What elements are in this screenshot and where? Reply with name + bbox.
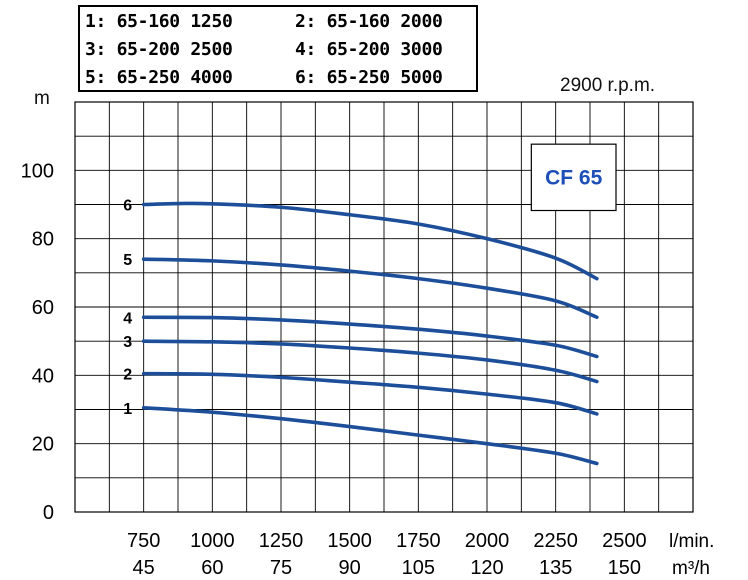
- y-tick-label: 60: [32, 297, 54, 319]
- x-tick-label-lmin: 750: [127, 530, 160, 552]
- legend-item-1: 1: 65-160 1250: [85, 11, 233, 32]
- x-tick-label-lmin: 2500: [602, 530, 647, 552]
- curve-label-2: 2: [123, 367, 132, 384]
- curve-label-4: 4: [123, 310, 132, 327]
- x-tick-label-m3h: 45: [133, 557, 155, 579]
- curve-2: [141, 371, 599, 416]
- legend-item-6: 6: 65-250 5000: [295, 67, 443, 88]
- x-tick-label-lmin: 2250: [533, 530, 578, 552]
- y-tick-label: 0: [43, 502, 54, 524]
- curve-5: [141, 257, 599, 320]
- legend-item-4: 4: 65-200 3000: [295, 39, 443, 60]
- x-tick-label-m3h: 90: [339, 557, 361, 579]
- x-tick-label-lmin: 1500: [327, 530, 372, 552]
- y-tick-label: 100: [21, 160, 54, 182]
- x-tick-label-lmin: 1000: [190, 530, 235, 552]
- model-box-frame: [530, 143, 617, 212]
- x-tick-label-m3h: 150: [608, 557, 641, 579]
- y-tick-label: 20: [32, 434, 54, 456]
- x-tick-label-lmin: 2000: [465, 530, 510, 552]
- speed-label: 2900 r.p.m.: [560, 75, 656, 96]
- y-tick-label: 80: [32, 229, 54, 251]
- legend-item-3: 3: 65-200 2500: [85, 39, 233, 60]
- x-unit-m3h: m³/h: [672, 558, 710, 579]
- curve-label-5: 5: [123, 252, 132, 269]
- x-tick-label-lmin: 1250: [259, 530, 304, 552]
- x-tick-label-lmin: 1750: [396, 530, 441, 552]
- curve-label-1: 1: [123, 401, 132, 418]
- curve-3: [141, 339, 599, 384]
- chart-curves: [141, 201, 599, 466]
- curve-4: [141, 315, 599, 359]
- curve-label-3: 3: [123, 334, 132, 351]
- model-box: CF 65: [530, 143, 617, 212]
- x-tick-label-m3h: 60: [201, 557, 223, 579]
- legend: 1: 65-160 1250 2: 65-160 2000 3: 65-200 …: [78, 5, 478, 92]
- curve-1: [141, 405, 599, 466]
- y-axis-label: m: [34, 88, 50, 109]
- curve-label-6: 6: [123, 198, 132, 215]
- curve-labels: 1 2 3 4 5 6: [123, 198, 132, 418]
- y-tick-label: 40: [32, 365, 54, 387]
- y-axis-ticks: 0 20 40 60 80 100: [21, 160, 54, 524]
- chart-title: CF 65: [545, 166, 603, 189]
- curve-6: [141, 201, 599, 281]
- x-unit-lmin: l/min.: [669, 531, 714, 552]
- x-axis-ticks: 750 45 1000 60 1250 75 1500 90 1750 105 2000 120 225…: [127, 530, 714, 579]
- legend-item-2: 2: 65-160 2000: [295, 11, 443, 32]
- x-tick-label-m3h: 135: [539, 557, 572, 579]
- x-tick-label-m3h: 105: [402, 557, 435, 579]
- x-tick-label-m3h: 120: [470, 557, 503, 579]
- legend-item-5: 5: 65-250 4000: [85, 67, 233, 88]
- x-tick-label-m3h: 75: [270, 557, 292, 579]
